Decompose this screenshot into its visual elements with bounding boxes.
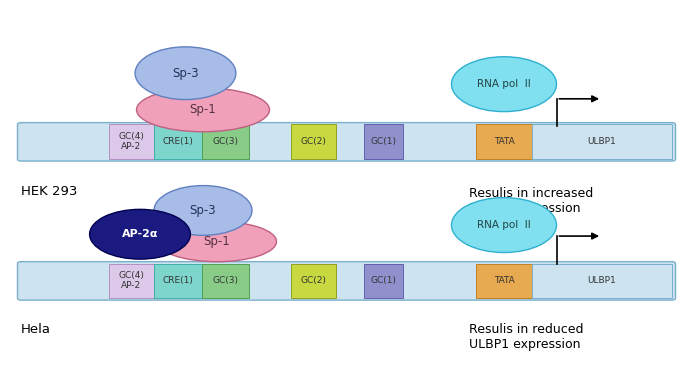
Bar <box>476 124 532 159</box>
Text: Sp-1: Sp-1 <box>190 103 216 116</box>
Text: ULBP1: ULBP1 <box>587 137 617 146</box>
Text: CRE(1): CRE(1) <box>162 276 193 285</box>
FancyBboxPatch shape <box>18 123 676 161</box>
Text: Sp-3: Sp-3 <box>190 204 216 217</box>
Ellipse shape <box>452 198 556 253</box>
Text: RNA pol  II: RNA pol II <box>477 220 531 230</box>
Text: GC(4)
AP-2: GC(4) AP-2 <box>118 271 144 291</box>
Text: GC(2): GC(2) <box>300 137 326 146</box>
FancyBboxPatch shape <box>18 262 676 300</box>
Text: TATA: TATA <box>494 276 514 285</box>
Text: AP-2α: AP-2α <box>122 229 158 239</box>
Bar <box>476 264 532 298</box>
Ellipse shape <box>136 88 270 132</box>
Text: GC(3): GC(3) <box>212 276 239 285</box>
Text: Resulis in increased
ULBP1 expression: Resulis in increased ULBP1 expression <box>469 187 594 215</box>
Bar <box>364 124 402 159</box>
Bar <box>290 264 336 298</box>
Bar <box>154 124 202 159</box>
Ellipse shape <box>90 209 190 259</box>
Text: RNA pol  II: RNA pol II <box>477 79 531 89</box>
Bar <box>364 264 402 298</box>
Bar <box>108 124 154 159</box>
Text: Sp-3: Sp-3 <box>172 67 199 80</box>
Bar <box>108 264 154 298</box>
Text: TATA: TATA <box>494 137 514 146</box>
Bar <box>154 264 202 298</box>
Bar <box>532 124 672 159</box>
Bar <box>532 264 672 298</box>
Text: GC(3): GC(3) <box>212 137 239 146</box>
Text: Hela: Hela <box>21 323 51 336</box>
Text: GC(1): GC(1) <box>370 137 396 146</box>
Text: CRE(1): CRE(1) <box>162 137 193 146</box>
Text: GC(4)
AP-2: GC(4) AP-2 <box>118 132 144 152</box>
Ellipse shape <box>154 186 252 235</box>
Bar <box>290 124 336 159</box>
Text: HEK 293: HEK 293 <box>21 185 78 198</box>
Ellipse shape <box>158 221 276 262</box>
Text: Sp-1: Sp-1 <box>204 235 230 248</box>
Text: ULBP1: ULBP1 <box>587 276 617 285</box>
Text: GC(2): GC(2) <box>300 276 326 285</box>
Bar <box>202 124 249 159</box>
Bar <box>202 264 249 298</box>
Ellipse shape <box>135 47 236 100</box>
Ellipse shape <box>452 57 556 112</box>
Text: Resulis in reduced
ULBP1 expression: Resulis in reduced ULBP1 expression <box>469 323 584 351</box>
Text: GC(1): GC(1) <box>370 276 396 285</box>
